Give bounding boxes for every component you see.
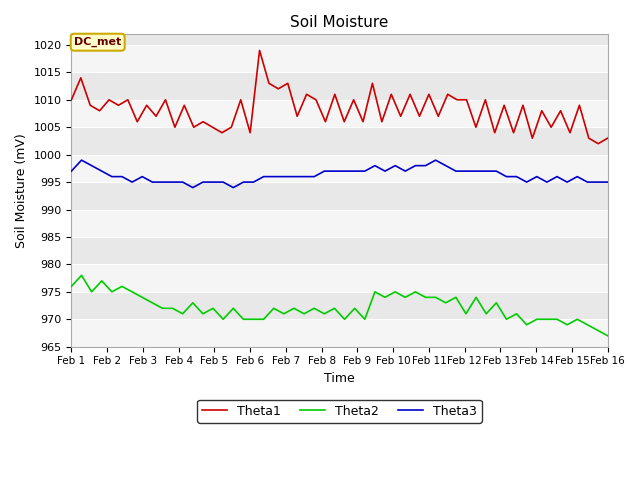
Theta2 (169, 305, 177, 311)
Y-axis label: Soil Moisture (mV): Soil Moisture (mV) (15, 133, 28, 248)
Theta2 (371, 289, 379, 295)
Line: Theta2: Theta2 (72, 276, 607, 336)
Theta3 (68, 168, 76, 174)
Theta1 (435, 113, 442, 119)
Line: Theta1: Theta1 (72, 50, 607, 144)
Theta2 (401, 294, 409, 300)
Theta2 (77, 273, 85, 278)
Theta1 (199, 119, 207, 125)
Theta3 (452, 168, 460, 174)
Theta3 (290, 174, 298, 180)
Theta3 (169, 179, 177, 185)
Theta3 (77, 157, 85, 163)
Theta1 (256, 48, 264, 53)
X-axis label: Time: Time (324, 372, 355, 385)
Theta1 (190, 124, 198, 130)
Theta1 (472, 124, 480, 130)
Theta3 (381, 168, 389, 174)
Theta3 (401, 168, 409, 174)
Title: Soil Moisture: Soil Moisture (291, 15, 388, 30)
Bar (72, 319, 607, 347)
Theta1 (595, 141, 602, 146)
Bar (72, 45, 607, 72)
Bar (72, 155, 607, 182)
Text: DC_met: DC_met (74, 37, 122, 48)
Theta2 (391, 289, 399, 295)
Theta3 (604, 179, 611, 185)
Legend: Theta1, Theta2, Theta3: Theta1, Theta2, Theta3 (198, 400, 481, 423)
Theta1 (68, 97, 76, 103)
Theta1 (604, 135, 611, 141)
Theta2 (604, 333, 611, 338)
Theta2 (280, 311, 288, 317)
Bar (72, 264, 607, 292)
Theta2 (68, 284, 76, 289)
Theta3 (189, 185, 196, 191)
Bar (72, 210, 607, 237)
Theta3 (412, 163, 419, 168)
Theta1 (529, 135, 536, 141)
Bar (72, 100, 607, 127)
Line: Theta3: Theta3 (72, 160, 607, 188)
Theta2 (442, 300, 449, 306)
Theta1 (575, 102, 583, 108)
